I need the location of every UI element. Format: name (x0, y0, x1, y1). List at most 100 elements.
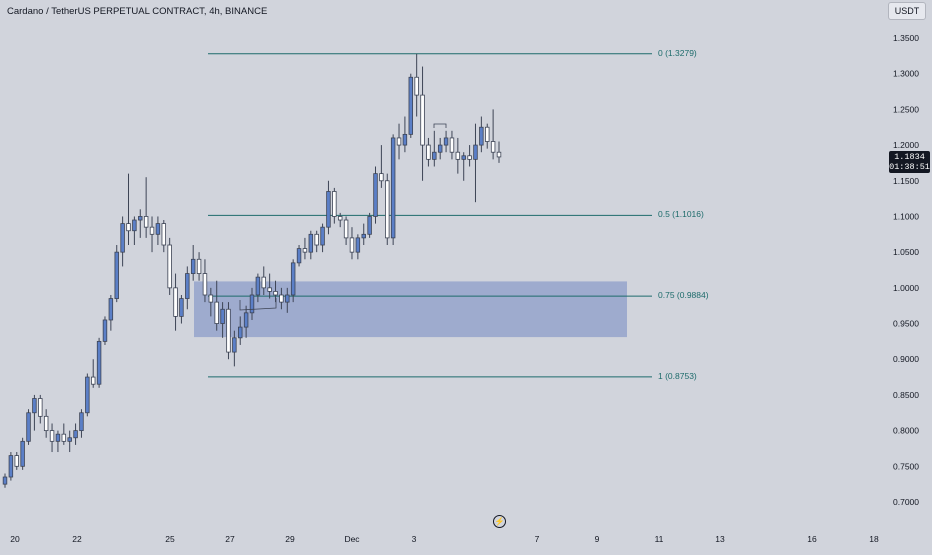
candle[interactable] (420, 66, 425, 181)
candle[interactable] (261, 266, 266, 295)
candle[interactable] (132, 216, 137, 246)
candle[interactable] (32, 394, 37, 431)
candle[interactable] (432, 130, 437, 167)
candle[interactable] (414, 53, 419, 117)
candle[interactable] (479, 116, 484, 153)
candle[interactable] (226, 302, 231, 360)
candle-body (167, 244, 172, 289)
candle[interactable] (55, 430, 61, 453)
candle[interactable] (337, 212, 343, 228)
candle[interactable] (390, 134, 396, 246)
candle[interactable] (496, 141, 502, 163)
candle[interactable] (196, 252, 202, 281)
candle[interactable] (279, 287, 284, 310)
candle[interactable] (379, 145, 384, 188)
candle[interactable] (349, 227, 355, 260)
x-tick-label: 22 (72, 534, 82, 544)
candle[interactable] (314, 230, 319, 253)
candle[interactable] (443, 130, 449, 153)
candle-body (449, 137, 455, 153)
candle-body (126, 223, 131, 232)
candle[interactable] (155, 216, 161, 246)
candle[interactable] (108, 294, 114, 331)
candle[interactable] (120, 216, 125, 267)
candle[interactable] (67, 430, 72, 453)
candle[interactable] (485, 123, 490, 149)
candle[interactable] (373, 166, 378, 224)
demand-zone[interactable] (194, 281, 627, 338)
candle[interactable] (85, 373, 90, 417)
y-tick-label: 0.7000 (893, 497, 919, 507)
candle[interactable] (385, 173, 390, 246)
candle[interactable] (343, 216, 349, 246)
candle[interactable] (8, 452, 14, 481)
candle[interactable] (238, 316, 243, 345)
y-tick-label: 1.2000 (893, 140, 919, 150)
candle[interactable] (114, 245, 119, 303)
candle[interactable] (402, 116, 408, 153)
candle[interactable] (214, 280, 219, 331)
candle[interactable] (20, 437, 25, 470)
candle[interactable] (202, 259, 208, 303)
candle[interactable] (14, 452, 19, 470)
candle[interactable] (449, 130, 455, 160)
candle[interactable] (26, 409, 31, 445)
candle[interactable] (79, 409, 84, 438)
candle-body (26, 412, 31, 442)
candle[interactable] (255, 273, 261, 303)
candle[interactable] (73, 423, 78, 445)
candle-body (355, 237, 361, 253)
candle[interactable] (179, 294, 184, 324)
candle[interactable] (208, 287, 214, 317)
candle[interactable] (220, 302, 225, 338)
candle[interactable] (2, 473, 8, 488)
lightning-icon[interactable]: ⚡ (493, 515, 506, 528)
candle[interactable] (326, 180, 331, 235)
candle[interactable] (102, 316, 108, 345)
candle[interactable] (361, 223, 366, 246)
candle[interactable] (173, 273, 178, 331)
candle[interactable] (285, 287, 290, 313)
candle[interactable] (308, 230, 314, 260)
candle[interactable] (396, 123, 402, 160)
candle[interactable] (90, 359, 96, 388)
candle[interactable] (473, 123, 478, 203)
candle[interactable] (273, 280, 278, 303)
candle[interactable] (49, 423, 55, 453)
candle[interactable] (367, 212, 372, 238)
candle[interactable] (296, 245, 302, 267)
candle[interactable] (232, 330, 237, 367)
candle[interactable] (43, 409, 49, 438)
range-bracket[interactable] (239, 298, 277, 311)
candle[interactable] (408, 73, 414, 138)
candle[interactable] (167, 237, 172, 295)
candle[interactable] (332, 187, 337, 224)
candle[interactable] (149, 216, 155, 253)
candle[interactable] (302, 237, 308, 260)
candle[interactable] (455, 137, 461, 174)
candle[interactable] (467, 145, 472, 167)
candle[interactable] (426, 137, 431, 167)
candle[interactable] (190, 245, 196, 281)
candle[interactable] (461, 152, 466, 181)
candle[interactable] (267, 273, 272, 299)
candle[interactable] (161, 220, 167, 253)
range-bracket[interactable] (433, 123, 447, 128)
candle[interactable] (437, 137, 443, 160)
candle[interactable] (96, 337, 102, 388)
candle[interactable] (290, 259, 296, 303)
candle[interactable] (320, 223, 325, 253)
candle[interactable] (61, 423, 67, 445)
candle[interactable] (249, 287, 255, 320)
candle[interactable] (243, 305, 249, 338)
candle[interactable] (143, 177, 149, 238)
candle[interactable] (38, 394, 43, 424)
candle[interactable] (355, 234, 361, 260)
currency-button[interactable]: USDT (888, 2, 926, 20)
candle[interactable] (490, 109, 496, 160)
candle[interactable] (185, 266, 190, 310)
candle[interactable] (126, 173, 131, 246)
candle[interactable] (138, 209, 143, 238)
